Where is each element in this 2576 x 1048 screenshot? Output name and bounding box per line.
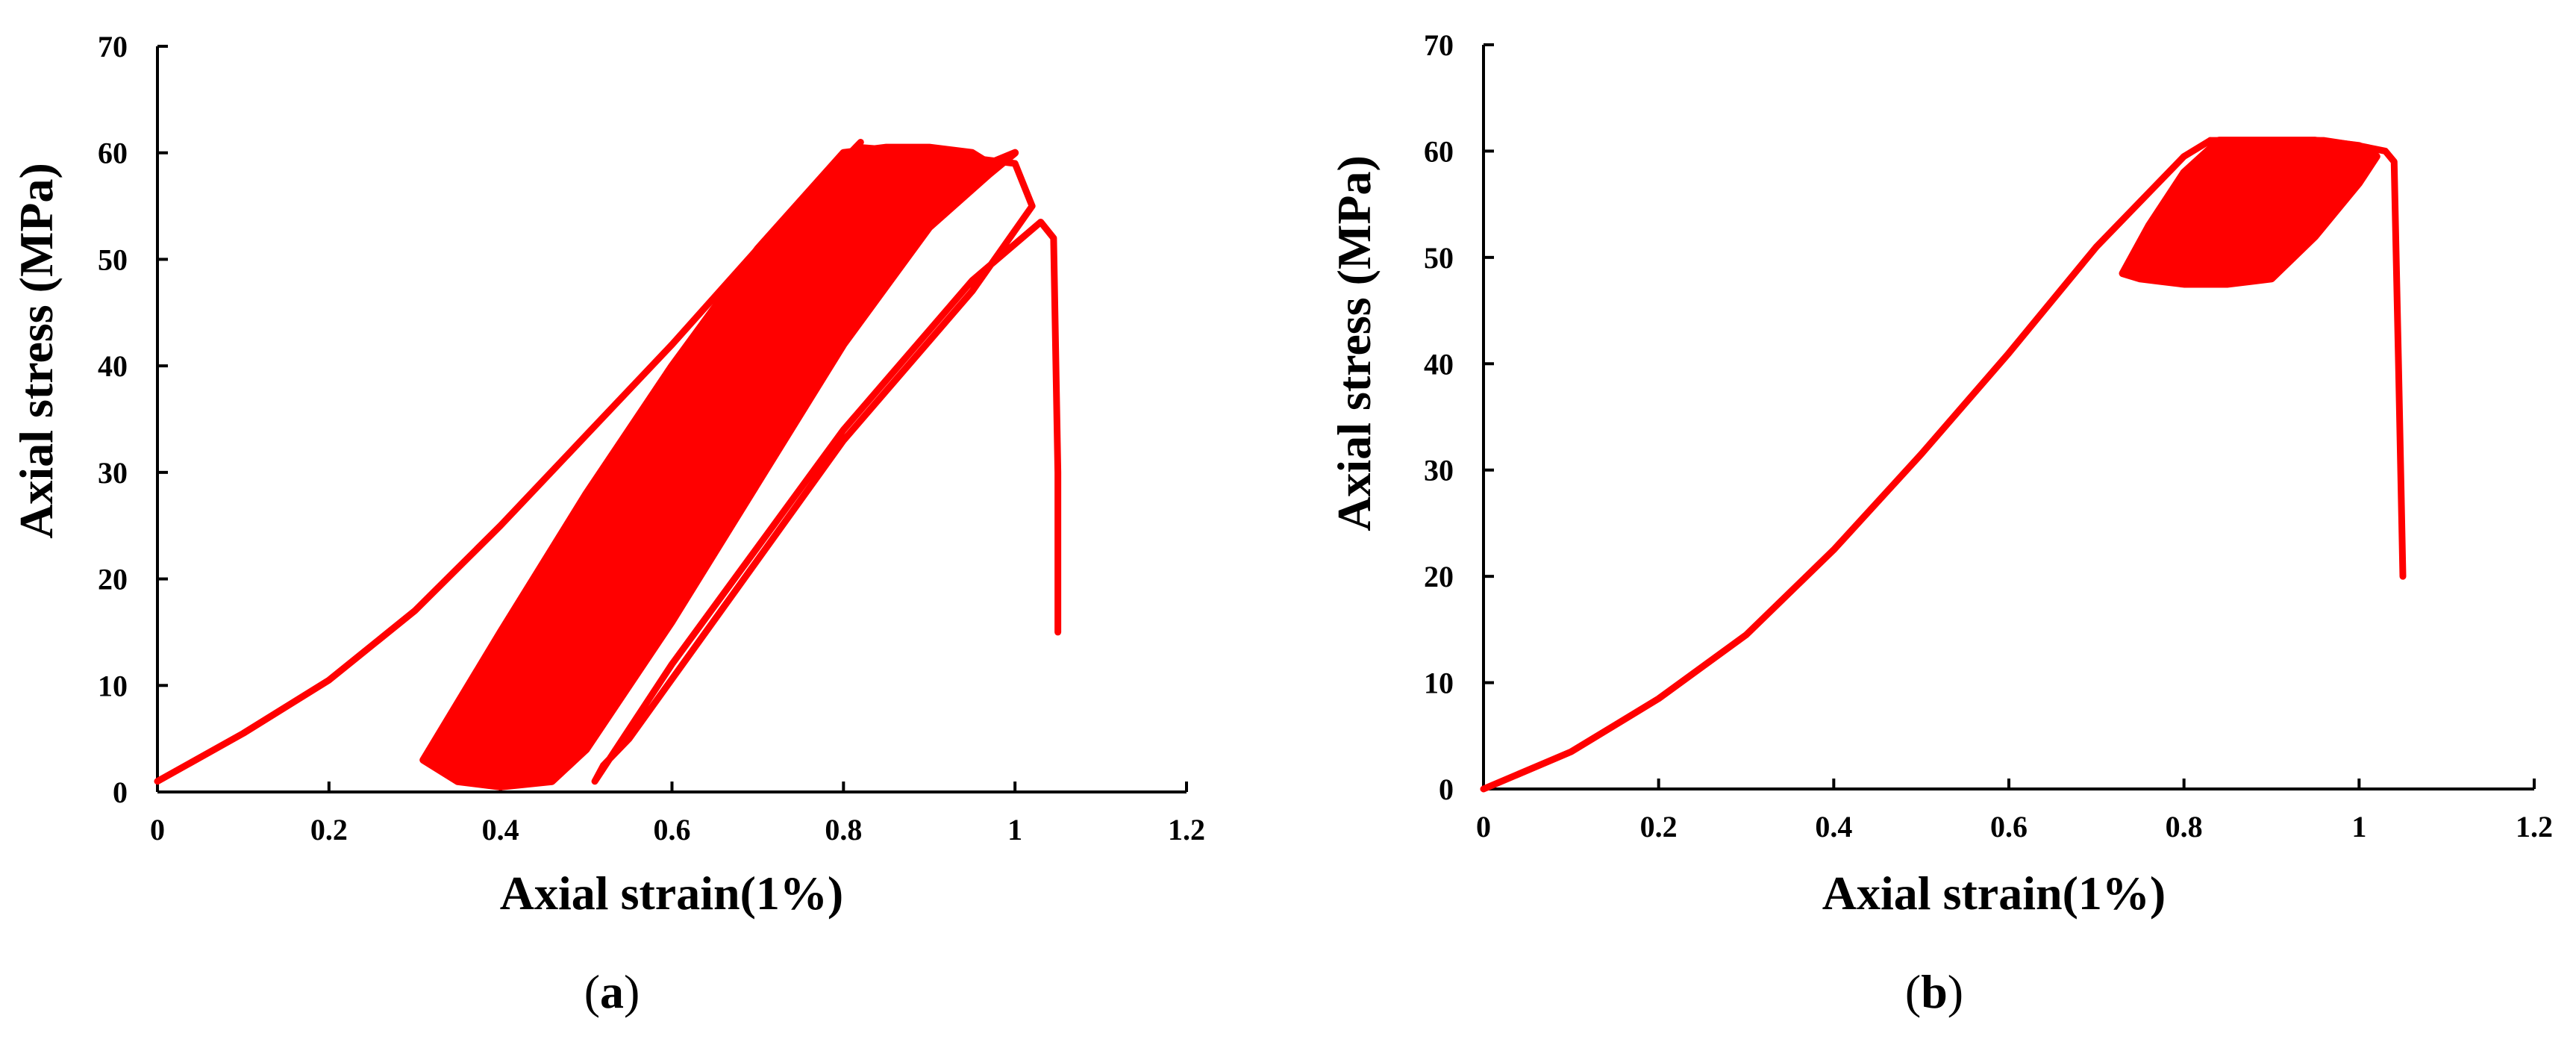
y-tick-label: 0 [113, 776, 128, 809]
x-tick-label: 0 [150, 813, 165, 846]
x-axis-title: Axial strain(1%) [500, 867, 843, 920]
x-tick-label: 1 [1007, 813, 1022, 846]
axis-tick-labels: 0 0.2 0.4 0.6 0.8 1 1.2 0 10 20 30 40 50 60 70 [98, 30, 1205, 846]
y-axis-title-text: Axial stress (MPa) [1328, 155, 1381, 531]
x-axis-title: Axial strain(1%) [1822, 867, 2166, 920]
panel-letter-b: b [1921, 965, 1948, 1018]
x-tick-label: 1.2 [2516, 810, 2553, 843]
x-tick-label: 1.2 [1168, 813, 1205, 846]
axis-ticks [156, 45, 1188, 793]
stress-strain-curve-2 [591, 144, 1062, 785]
plot-area [1480, 137, 2407, 793]
y-tick-label: 10 [98, 669, 128, 702]
x-tick-label: 0.4 [482, 813, 519, 846]
y-tick-label: 60 [98, 137, 128, 170]
x-tick-label: 0.6 [654, 813, 691, 846]
x-tick-label: 0.6 [1990, 810, 2028, 843]
x-tick-label: 0.4 [1815, 810, 1852, 843]
hysteresis-band [2119, 137, 2380, 288]
chart-panel-a: Axial stress (MPa) 0 0.2 0.4 0.6 0.8 1 1.2 0 10 2… [10, 30, 1205, 1018]
y-tick-label: 40 [1424, 347, 1454, 381]
y-tick-label: 30 [1424, 454, 1454, 487]
y-tick-label: 70 [1424, 28, 1454, 62]
hysteresis-band [419, 143, 1019, 790]
axis-tick-labels: 0 0.2 0.4 0.6 0.8 1 1.2 0 10 20 30 40 50 60 70 [1424, 28, 2553, 843]
y-tick-label: 40 [98, 349, 128, 383]
y-tick-label: 0 [1439, 773, 1454, 806]
stress-strain-curve-1 [1480, 137, 2214, 793]
plot-area [154, 138, 1062, 790]
y-tick-label: 60 [1424, 134, 1454, 168]
x-tick-label: 0.8 [2166, 810, 2203, 843]
x-tick-label: 0.2 [310, 813, 348, 846]
panel-letter-a: a [600, 965, 624, 1018]
panel-label-b: (b) [1905, 965, 1963, 1018]
x-tick-label: 0.2 [1640, 810, 1678, 843]
y-tick-label: 50 [98, 243, 128, 276]
y-tick-label: 50 [1424, 241, 1454, 275]
y-tick-label: 10 [1424, 667, 1454, 700]
x-tick-label: 1 [2351, 810, 2366, 843]
y-axis-title-text: Axial stress (MPa) [10, 163, 63, 539]
y-tick-label: 70 [98, 30, 128, 63]
axis-ticks [1482, 43, 2536, 790]
stress-strain-curve-2 [2207, 137, 2407, 580]
panel-label-a: (a) [584, 965, 640, 1018]
y-tick-label: 20 [1424, 560, 1454, 593]
y-axis-title: Axial stress (MPa) [10, 163, 63, 539]
stress-strain-curve-1 [154, 138, 864, 785]
y-tick-label: 30 [98, 456, 128, 490]
y-tick-label: 20 [98, 563, 128, 596]
x-tick-label: 0.8 [825, 813, 862, 846]
x-tick-label: 0 [1476, 810, 1491, 843]
y-axis-title: Axial stress (MPa) [1328, 155, 1381, 531]
chart-panel-b: Axial stress (MPa) 0 0.2 0.4 0.6 0.8 1 1.2 0 10 2… [1328, 28, 2553, 1018]
